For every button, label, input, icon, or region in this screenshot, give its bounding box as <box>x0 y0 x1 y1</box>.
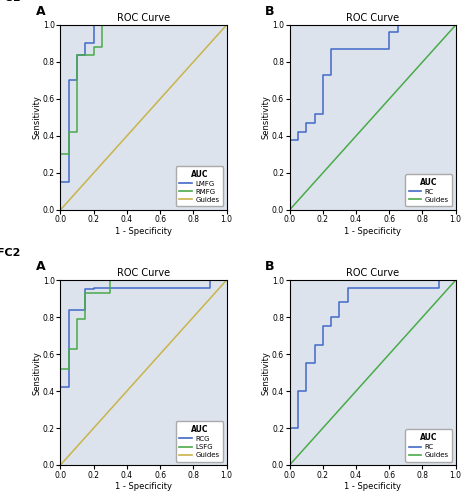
Legend: LMFG, RMFG, Guides: LMFG, RMFG, Guides <box>176 166 223 206</box>
Title: ROC Curve: ROC Curve <box>117 268 170 278</box>
X-axis label: 1 - Specificity: 1 - Specificity <box>115 227 172 236</box>
Text: B: B <box>265 4 274 18</box>
Y-axis label: Sensitivity: Sensitivity <box>33 350 41 395</box>
Title: ROC Curve: ROC Curve <box>346 268 399 278</box>
Legend: RC, Guides: RC, Guides <box>405 430 452 462</box>
Text: FC2: FC2 <box>0 248 21 258</box>
X-axis label: 1 - Specificity: 1 - Specificity <box>344 482 401 492</box>
Title: ROC Curve: ROC Curve <box>346 13 399 23</box>
X-axis label: 1 - Specificity: 1 - Specificity <box>115 482 172 492</box>
Y-axis label: Sensitivity: Sensitivity <box>261 350 271 395</box>
Text: FC1: FC1 <box>0 0 21 3</box>
Text: B: B <box>265 260 274 272</box>
Text: A: A <box>36 260 45 272</box>
Y-axis label: Sensitivity: Sensitivity <box>33 96 41 140</box>
Y-axis label: Sensitivity: Sensitivity <box>261 96 271 140</box>
Text: A: A <box>36 4 45 18</box>
Legend: RCG, LSFG, Guides: RCG, LSFG, Guides <box>176 422 223 462</box>
Legend: RC, Guides: RC, Guides <box>405 174 452 206</box>
Title: ROC Curve: ROC Curve <box>117 13 170 23</box>
X-axis label: 1 - Specificity: 1 - Specificity <box>344 227 401 236</box>
